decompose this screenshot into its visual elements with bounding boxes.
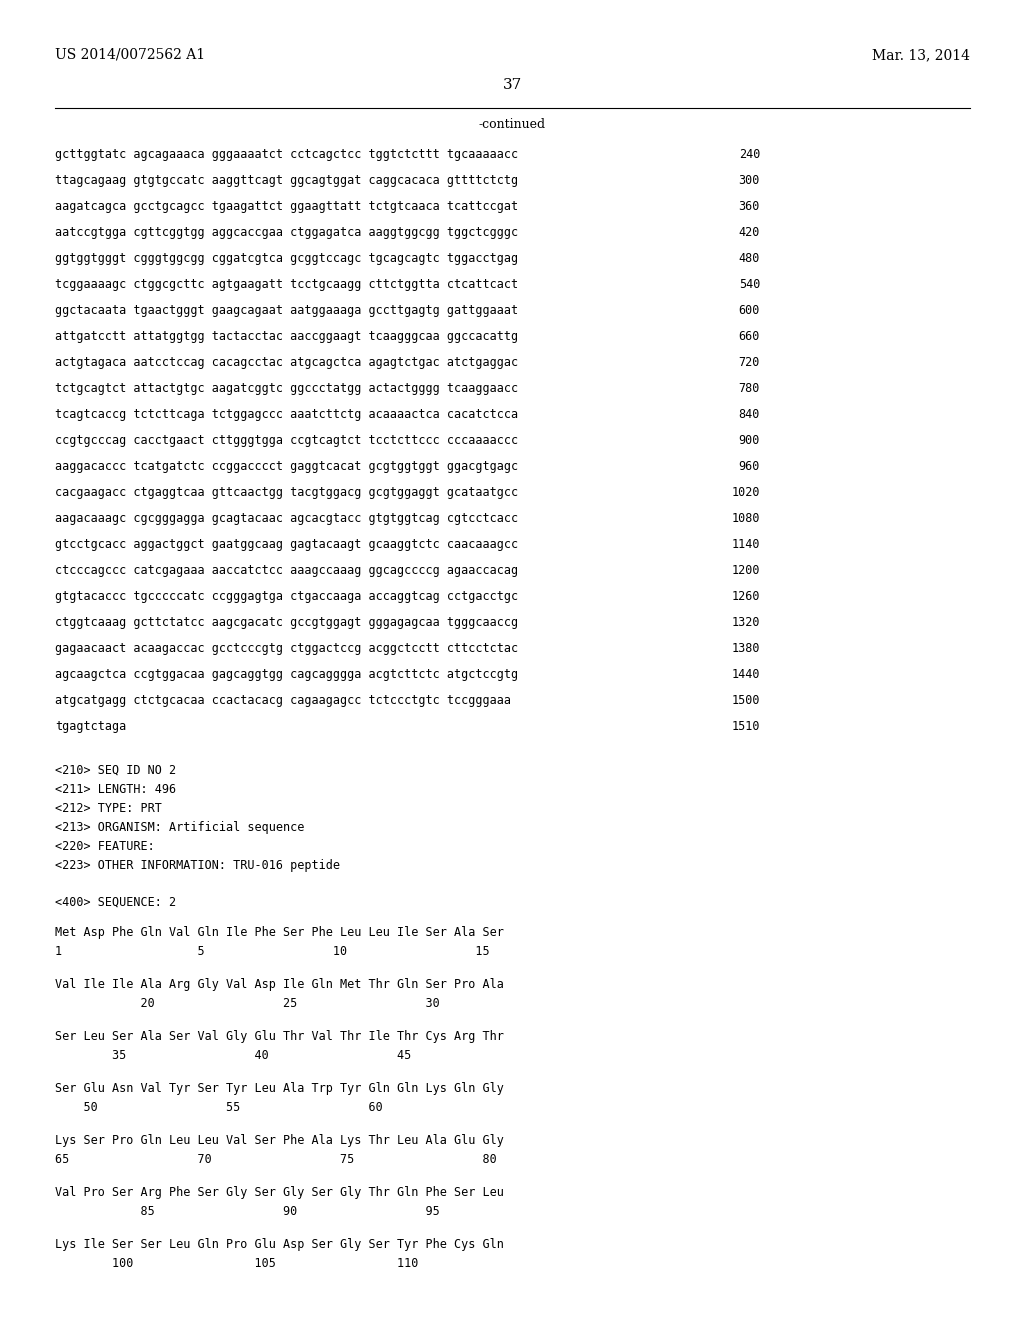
Text: tctgcagtct attactgtgc aagatcggtc ggccctatgg actactgggg tcaaggaacc: tctgcagtct attactgtgc aagatcggtc ggcccta… (55, 381, 518, 395)
Text: attgatcctt attatggtgg tactacctac aaccggaagt tcaagggcaa ggccacattg: attgatcctt attatggtgg tactacctac aaccgga… (55, 330, 518, 343)
Text: aagatcagca gcctgcagcc tgaagattct ggaagttatt tctgtcaaca tcattccgat: aagatcagca gcctgcagcc tgaagattct ggaagtt… (55, 201, 518, 213)
Text: 540: 540 (738, 279, 760, 290)
Text: cacgaagacc ctgaggtcaa gttcaactgg tacgtggacg gcgtggaggt gcataatgcc: cacgaagacc ctgaggtcaa gttcaactgg tacgtgg… (55, 486, 518, 499)
Text: Ser Leu Ser Ala Ser Val Gly Glu Thr Val Thr Ile Thr Cys Arg Thr: Ser Leu Ser Ala Ser Val Gly Glu Thr Val … (55, 1030, 504, 1043)
Text: 1510: 1510 (731, 719, 760, 733)
Text: 240: 240 (738, 148, 760, 161)
Text: 1500: 1500 (731, 694, 760, 708)
Text: <213> ORGANISM: Artificial sequence: <213> ORGANISM: Artificial sequence (55, 821, 304, 834)
Text: tgagtctaga: tgagtctaga (55, 719, 126, 733)
Text: ctcccagccc catcgagaaa aaccatctcc aaagccaaag ggcagccccg agaaccacag: ctcccagccc catcgagaaa aaccatctcc aaagcca… (55, 564, 518, 577)
Text: 300: 300 (738, 174, 760, 187)
Text: tcagtcaccg tctcttcaga tctggagccc aaatcttctg acaaaactca cacatctcca: tcagtcaccg tctcttcaga tctggagccc aaatctt… (55, 408, 518, 421)
Text: gtcctgcacc aggactggct gaatggcaag gagtacaagt gcaaggtctc caacaaagcc: gtcctgcacc aggactggct gaatggcaag gagtaca… (55, 539, 518, 550)
Text: Lys Ile Ser Ser Leu Gln Pro Glu Asp Ser Gly Ser Tyr Phe Cys Gln: Lys Ile Ser Ser Leu Gln Pro Glu Asp Ser … (55, 1238, 504, 1251)
Text: <223> OTHER INFORMATION: TRU-016 peptide: <223> OTHER INFORMATION: TRU-016 peptide (55, 859, 340, 873)
Text: ctggtcaaag gcttctatcc aagcgacatc gccgtggagt gggagagcaa tgggcaaccg: ctggtcaaag gcttctatcc aagcgacatc gccgtgg… (55, 616, 518, 630)
Text: Met Asp Phe Gln Val Gln Ile Phe Ser Phe Leu Leu Ile Ser Ala Ser: Met Asp Phe Gln Val Gln Ile Phe Ser Phe … (55, 927, 504, 939)
Text: gtgtacaccc tgcccccatc ccgggagtga ctgaccaaga accaggtcag cctgacctgc: gtgtacaccc tgcccccatc ccgggagtga ctgacca… (55, 590, 518, 603)
Text: ttagcagaag gtgtgccatc aaggttcagt ggcagtggat caggcacaca gttttctctg: ttagcagaag gtgtgccatc aaggttcagt ggcagtg… (55, 174, 518, 187)
Text: 660: 660 (738, 330, 760, 343)
Text: 780: 780 (738, 381, 760, 395)
Text: 480: 480 (738, 252, 760, 265)
Text: atgcatgagg ctctgcacaa ccactacacg cagaagagcc tctccctgtc tccgggaaa: atgcatgagg ctctgcacaa ccactacacg cagaaga… (55, 694, 511, 708)
Text: 1080: 1080 (731, 512, 760, 525)
Text: ggctacaata tgaactgggt gaagcagaat aatggaaaga gccttgagtg gattggaaat: ggctacaata tgaactgggt gaagcagaat aatggaa… (55, 304, 518, 317)
Text: 1020: 1020 (731, 486, 760, 499)
Text: 35                  40                  45: 35 40 45 (55, 1049, 412, 1063)
Text: <212> TYPE: PRT: <212> TYPE: PRT (55, 803, 162, 814)
Text: tcggaaaagc ctggcgcttc agtgaagatt tcctgcaagg cttctggtta ctcattcact: tcggaaaagc ctggcgcttc agtgaagatt tcctgca… (55, 279, 518, 290)
Text: 1440: 1440 (731, 668, 760, 681)
Text: 900: 900 (738, 434, 760, 447)
Text: 960: 960 (738, 459, 760, 473)
Text: 37: 37 (503, 78, 521, 92)
Text: <220> FEATURE:: <220> FEATURE: (55, 840, 155, 853)
Text: <400> SEQUENCE: 2: <400> SEQUENCE: 2 (55, 896, 176, 909)
Text: 1200: 1200 (731, 564, 760, 577)
Text: 360: 360 (738, 201, 760, 213)
Text: -continued: -continued (478, 117, 546, 131)
Text: 1320: 1320 (731, 616, 760, 630)
Text: 1140: 1140 (731, 539, 760, 550)
Text: Ser Glu Asn Val Tyr Ser Tyr Leu Ala Trp Tyr Gln Gln Lys Gln Gly: Ser Glu Asn Val Tyr Ser Tyr Leu Ala Trp … (55, 1082, 504, 1096)
Text: 1                   5                  10                  15: 1 5 10 15 (55, 945, 489, 958)
Text: 65                  70                  75                  80: 65 70 75 80 (55, 1152, 497, 1166)
Text: 600: 600 (738, 304, 760, 317)
Text: aagacaaagc cgcgggagga gcagtacaac agcacgtacc gtgtggtcag cgtcctcacc: aagacaaagc cgcgggagga gcagtacaac agcacgt… (55, 512, 518, 525)
Text: ccgtgcccag cacctgaact cttgggtgga ccgtcagtct tcctcttccc cccaaaaccc: ccgtgcccag cacctgaact cttgggtgga ccgtcag… (55, 434, 518, 447)
Text: Mar. 13, 2014: Mar. 13, 2014 (872, 48, 970, 62)
Text: Lys Ser Pro Gln Leu Leu Val Ser Phe Ala Lys Thr Leu Ala Glu Gly: Lys Ser Pro Gln Leu Leu Val Ser Phe Ala … (55, 1134, 504, 1147)
Text: agcaagctca ccgtggacaa gagcaggtgg cagcagggga acgtcttctc atgctccgtg: agcaagctca ccgtggacaa gagcaggtgg cagcagg… (55, 668, 518, 681)
Text: ggtggtgggt cgggtggcgg cggatcgtca gcggtccagc tgcagcagtc tggacctgag: ggtggtgggt cgggtggcgg cggatcgtca gcggtcc… (55, 252, 518, 265)
Text: 50                  55                  60: 50 55 60 (55, 1101, 383, 1114)
Text: 1260: 1260 (731, 590, 760, 603)
Text: gcttggtatc agcagaaaca gggaaaatct cctcagctcc tggtctcttt tgcaaaaacc: gcttggtatc agcagaaaca gggaaaatct cctcagc… (55, 148, 518, 161)
Text: 1380: 1380 (731, 642, 760, 655)
Text: 720: 720 (738, 356, 760, 370)
Text: <211> LENGTH: 496: <211> LENGTH: 496 (55, 783, 176, 796)
Text: gagaacaact acaagaccac gcctcccgtg ctggactccg acggctcctt cttcctctac: gagaacaact acaagaccac gcctcccgtg ctggact… (55, 642, 518, 655)
Text: aatccgtgga cgttcggtgg aggcaccgaa ctggagatca aaggtggcgg tggctcgggc: aatccgtgga cgttcggtgg aggcaccgaa ctggaga… (55, 226, 518, 239)
Text: 85                  90                  95: 85 90 95 (55, 1205, 439, 1218)
Text: 420: 420 (738, 226, 760, 239)
Text: Val Pro Ser Arg Phe Ser Gly Ser Gly Ser Gly Thr Gln Phe Ser Leu: Val Pro Ser Arg Phe Ser Gly Ser Gly Ser … (55, 1185, 504, 1199)
Text: aaggacaccc tcatgatctc ccggacccct gaggtcacat gcgtggtggt ggacgtgagc: aaggacaccc tcatgatctc ccggacccct gaggtca… (55, 459, 518, 473)
Text: actgtagaca aatcctccag cacagcctac atgcagctca agagtctgac atctgaggac: actgtagaca aatcctccag cacagcctac atgcagc… (55, 356, 518, 370)
Text: 20                  25                  30: 20 25 30 (55, 997, 439, 1010)
Text: 100                 105                 110: 100 105 110 (55, 1257, 419, 1270)
Text: <210> SEQ ID NO 2: <210> SEQ ID NO 2 (55, 764, 176, 777)
Text: US 2014/0072562 A1: US 2014/0072562 A1 (55, 48, 205, 62)
Text: 840: 840 (738, 408, 760, 421)
Text: Val Ile Ile Ala Arg Gly Val Asp Ile Gln Met Thr Gln Ser Pro Ala: Val Ile Ile Ala Arg Gly Val Asp Ile Gln … (55, 978, 504, 991)
